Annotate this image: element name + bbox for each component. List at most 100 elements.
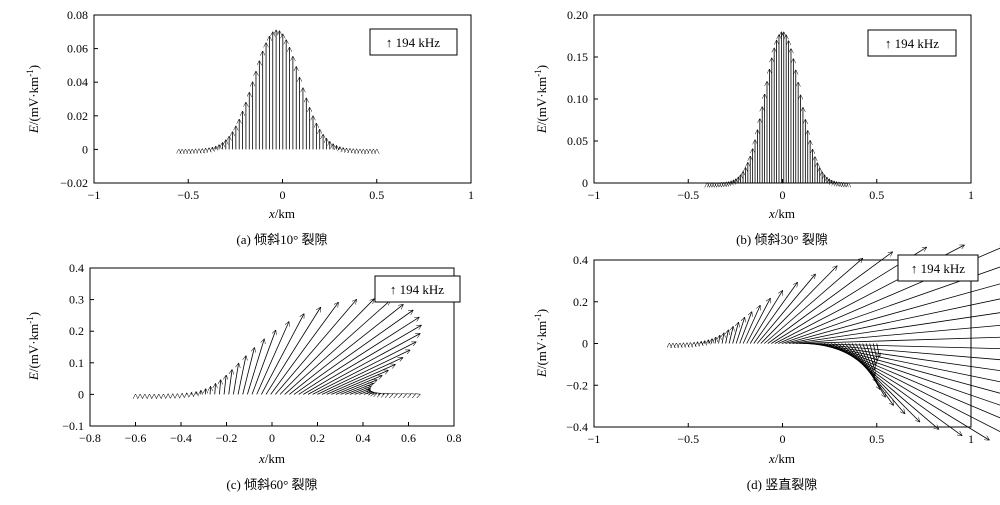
x-axis-label-d: x/km xyxy=(768,451,795,466)
y-axis-label-b: E/(mV·km-1) xyxy=(533,65,549,134)
field-arrow xyxy=(799,331,1000,343)
caption-a: (a) 倾斜10° 裂隙 xyxy=(236,232,327,247)
field-arrow xyxy=(219,380,220,394)
x-tick-label: 1 xyxy=(968,188,974,202)
legend-text-d: ↑ 194 kHz xyxy=(911,261,965,276)
y-tick-label: 0.15 xyxy=(567,50,588,64)
field-arrow xyxy=(215,384,216,395)
field-arrow xyxy=(275,300,356,395)
x-tick-label: 0.6 xyxy=(401,431,416,445)
y-tick-label: 0.05 xyxy=(567,134,588,148)
y-tick-label: 0 xyxy=(582,337,588,351)
x-tick-label: −0.5 xyxy=(677,188,699,202)
legend-a: ↑ 194 kHz xyxy=(370,29,457,55)
x-tick-label: −1 xyxy=(588,188,601,202)
x-tick-label: −1 xyxy=(588,432,601,446)
field-arrow xyxy=(719,335,720,343)
y-axis-sup-b: -1 xyxy=(533,69,543,77)
x-axis-label-a: x/km xyxy=(268,206,295,221)
y-axis-sup-d: -1 xyxy=(533,313,543,321)
y-axis-unit-b: /(mV·km xyxy=(534,77,549,125)
y-axis-sup-a: -1 xyxy=(25,69,35,77)
caption-b: (b) 倾斜30° 裂隙 xyxy=(736,232,828,247)
y-tick-label: −0.2 xyxy=(566,378,588,392)
y-axis-label-a: E/(mV·km-1) xyxy=(25,65,41,134)
arrows-a xyxy=(179,30,377,149)
field-arrow xyxy=(761,266,837,344)
x-tick-label: 0.2 xyxy=(310,431,325,445)
y-axis-var-a: E xyxy=(26,125,41,134)
y-axis-close-c: ) xyxy=(26,312,41,316)
x-axis-label-c: x/km xyxy=(258,451,285,466)
field-arrow xyxy=(715,337,716,343)
y-tick-label: 0.08 xyxy=(67,8,88,22)
legend-d: ↑ 194 kHz xyxy=(898,255,978,281)
y-axis-var-b: E xyxy=(534,125,549,134)
y-tick-label: 0.02 xyxy=(67,109,88,123)
field-arrow xyxy=(224,375,226,394)
y-tick-label: 0.20 xyxy=(567,8,588,22)
x-tick-label: 0 xyxy=(280,188,286,202)
y-axis-var-c: E xyxy=(26,372,41,381)
y-tick-label: 0.1 xyxy=(69,356,84,370)
y-axis-close-b: ) xyxy=(534,65,549,69)
x-tick-label: −0.5 xyxy=(677,432,699,446)
y-tick-label: 0 xyxy=(582,176,588,190)
field-arrow xyxy=(341,380,377,394)
y-axis-unit-d: /(mV·km xyxy=(534,321,549,369)
x-axis-unit-a: /km xyxy=(275,206,295,221)
x-axis-label-b: x/km xyxy=(768,206,795,221)
y-tick-label: −0.4 xyxy=(566,420,588,434)
field-arrow xyxy=(373,393,377,394)
caption-c: (c) 倾斜60° 裂隙 xyxy=(226,477,317,492)
legend-text-b: ↑ 194 kHz xyxy=(885,36,939,51)
x-tick-label: −0.6 xyxy=(125,431,147,445)
field-arrow xyxy=(729,327,733,344)
y-tick-label: 0 xyxy=(82,142,88,156)
y-axis-label-c: E/(mV·km-1) xyxy=(25,312,41,381)
x-tick-label: 1 xyxy=(468,188,474,202)
y-tick-label: 0.04 xyxy=(67,75,88,89)
field-arrow xyxy=(285,301,390,395)
field-arrow xyxy=(842,344,920,422)
y-axis-unit-a: /(mV·km xyxy=(26,77,41,125)
x-tick-label: 1 xyxy=(968,432,974,446)
y-axis-var-d: E xyxy=(534,369,549,378)
y-tick-label: −0.02 xyxy=(60,176,88,190)
field-arrow xyxy=(313,342,416,394)
y-axis-sup-c: -1 xyxy=(25,316,35,324)
x-axis-unit-c: /km xyxy=(265,451,285,466)
legend-text-a: ↑ 194 kHz xyxy=(386,35,440,50)
y-tick-label: 0.4 xyxy=(69,261,84,275)
y-tick-label: 0.2 xyxy=(573,295,588,309)
field-arrow xyxy=(383,394,385,395)
field-arrow xyxy=(229,370,232,395)
arrows-b xyxy=(707,32,848,183)
y-tick-label: 0 xyxy=(78,387,84,401)
field-arrow xyxy=(803,344,1000,354)
x-tick-label: −0.5 xyxy=(177,188,199,202)
x-tick-label: −0.2 xyxy=(216,431,238,445)
field-arrow xyxy=(722,333,724,343)
y-axis-close-a: ) xyxy=(26,65,41,69)
legend-c: ↑ 194 kHz xyxy=(375,276,460,302)
y-tick-label: 0.10 xyxy=(567,92,588,106)
x-tick-label: 0 xyxy=(269,431,275,445)
x-tick-label: 0.4 xyxy=(356,431,371,445)
x-axis-unit-d: /km xyxy=(775,451,795,466)
field-arrow xyxy=(238,356,246,395)
y-tick-label: 0.06 xyxy=(67,42,88,56)
field-arrow xyxy=(378,394,380,395)
field-arrow xyxy=(856,344,880,390)
x-tick-label: 0.8 xyxy=(447,431,462,445)
legend-b: ↑ 194 kHz xyxy=(868,30,956,56)
legend-text-c: ↑ 194 kHz xyxy=(390,282,444,297)
x-tick-label: 0 xyxy=(780,432,786,446)
x-tick-label: 0 xyxy=(780,188,786,202)
field-arrow xyxy=(261,314,304,394)
field-arrow xyxy=(243,348,255,395)
